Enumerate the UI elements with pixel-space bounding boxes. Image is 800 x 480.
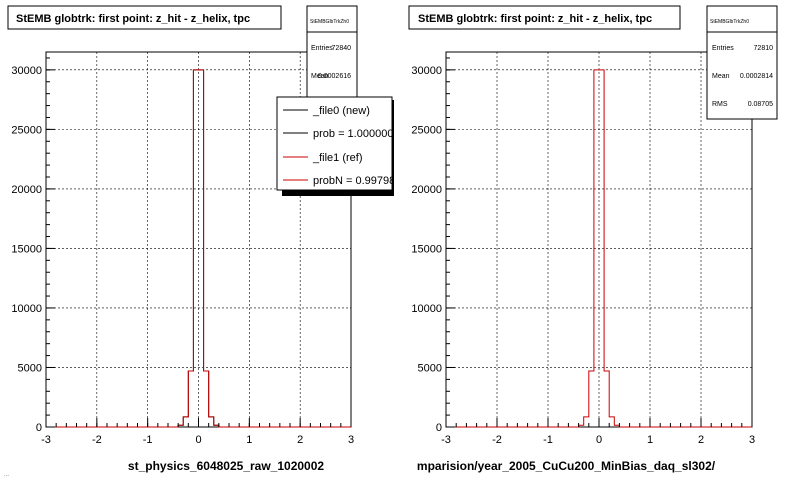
x-tick-label: 2	[698, 434, 704, 446]
x-axis: -3 -2 -1 0 1 2 3	[41, 418, 354, 446]
chart-title: StEMB globtrk: first point: z_hit - z_he…	[418, 13, 652, 25]
y-tick-label: 10000	[11, 303, 42, 315]
legend-label: _file1 (ref)	[312, 152, 363, 164]
y-tick-label: 5000	[418, 362, 442, 374]
title-box	[7, 5, 282, 30]
x-axis-label: st_physics_6048025_raw_1020002	[128, 459, 324, 473]
y-axis: 0 5000 10000 15000 20000 25000 30000	[11, 57, 55, 434]
x-tick-label: 1	[246, 434, 252, 446]
hist-red	[446, 69, 752, 428]
y-tick-label: 25000	[11, 124, 42, 136]
stats-value-entries: 72810	[754, 45, 774, 52]
stats-label-rms: RMS	[712, 101, 728, 108]
y-tick-label: 15000	[411, 243, 442, 255]
x-tick-label: 0	[596, 434, 602, 446]
x-tick-label: -3	[41, 434, 51, 446]
y-tick-label: 25000	[411, 124, 442, 136]
x-tick-label: -1	[543, 434, 553, 446]
stats-label-mean: Mean	[311, 73, 329, 80]
pad-left: -3 -2 -1 0 1 2 3 0 5000 10000 15000 20000 25000 3000…	[7, 5, 401, 473]
y-tick-label: 0	[436, 422, 442, 434]
title-box	[408, 5, 681, 30]
x-tick-label: -2	[92, 434, 102, 446]
x-tick-label: -1	[143, 434, 153, 446]
y-tick-label: 20000	[11, 184, 42, 196]
y-tick-label: 15000	[11, 243, 42, 255]
histogram-series	[46, 69, 351, 428]
legend-box: _file0 (new) prob = 1.000000 _file1 (ref…	[276, 96, 401, 196]
stats-value-mean: 0.0002814	[740, 73, 773, 80]
footer-text: ...	[4, 472, 9, 478]
y-tick-label: 20000	[411, 184, 442, 196]
x-tick-label: -3	[441, 434, 451, 446]
chart-title: StEMB globtrk: first point: z_hit - z_he…	[16, 13, 250, 25]
histogram-series	[446, 69, 752, 428]
stats-label-mean: Mean	[712, 73, 730, 80]
y-tick-label: 30000	[11, 65, 42, 77]
stats-name: StEMBGlbTrkZh0	[710, 19, 749, 25]
x-tick-label: 3	[348, 434, 354, 446]
y-tick-label: 5000	[18, 362, 42, 374]
legend-label: probN = 0.997980	[313, 175, 401, 187]
hist-red	[46, 69, 351, 428]
x-tick-label: 3	[749, 434, 755, 446]
x-tick-label: -2	[492, 434, 502, 446]
x-axis: -3 -2 -1 0 1 2 3	[441, 418, 755, 446]
stats-box: StEMBGlbTrkZh0 Entries 72810 Mean 0.0002…	[706, 5, 778, 120]
y-tick-label: 0	[36, 422, 42, 434]
y-tick-label: 10000	[411, 303, 442, 315]
x-tick-label: 2	[297, 434, 303, 446]
stats-value-rms: 0.08705	[748, 101, 773, 108]
x-axis-label: mparision/year_2005_CuCu200_MinBias_daq_…	[417, 459, 716, 473]
stats-value-entries: 72840	[332, 45, 352, 52]
stats-value-mean: 0.0002616	[318, 73, 351, 80]
stats-label-entries: Entries	[311, 45, 333, 52]
pad-right: -3 -2 -1 0 1 2 3 0 5000 10000 15000 20000 25000 3000…	[408, 5, 778, 473]
legend-label: prob = 1.000000	[313, 128, 393, 140]
x-tick-label: 1	[647, 434, 653, 446]
stats-label-entries: Entries	[712, 45, 734, 52]
stats-name: StEMBGlbTrkZh0	[310, 19, 349, 25]
y-axis: 0 5000 10000 15000 20000 25000 30000	[411, 57, 455, 434]
x-tick-label: 0	[195, 434, 201, 446]
legend-label: _file0 (new)	[312, 105, 370, 117]
y-tick-label: 30000	[411, 65, 442, 77]
plot-grid	[445, 52, 753, 428]
